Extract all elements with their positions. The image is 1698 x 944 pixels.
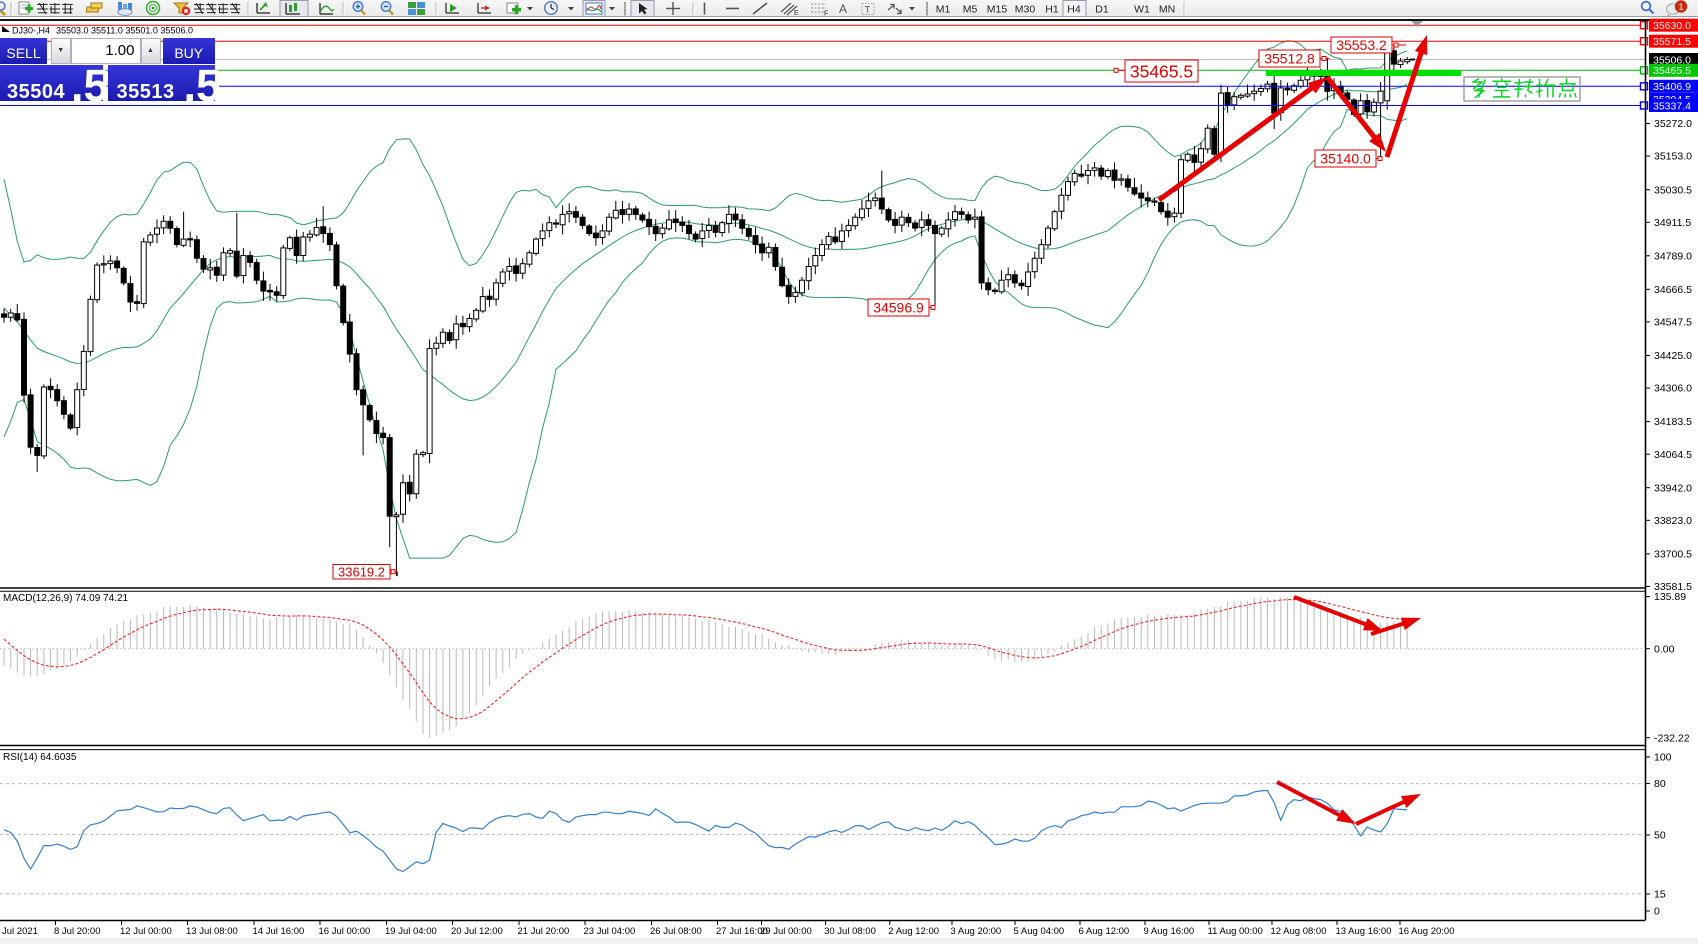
svg-text:34666.5: 34666.5 <box>1654 284 1692 296</box>
svg-text:M5: M5 <box>963 4 978 16</box>
svg-text:DJ30-,H4: DJ30-,H4 <box>12 26 50 36</box>
svg-text:H4: H4 <box>1067 4 1081 16</box>
svg-text:2 Aug 12:00: 2 Aug 12:00 <box>888 926 939 937</box>
svg-text:M30: M30 <box>1015 4 1036 16</box>
svg-text:16 Aug 20:00: 16 Aug 20:00 <box>1399 926 1455 937</box>
svg-text:35140.0: 35140.0 <box>1320 151 1371 167</box>
svg-text:19 Jul 04:00: 19 Jul 04:00 <box>385 926 437 937</box>
svg-text:23 Jul 04:00: 23 Jul 04:00 <box>584 926 636 937</box>
svg-text:8 Jul 20:00: 8 Jul 20:00 <box>54 926 100 937</box>
svg-text:RSI(14) 64.6035: RSI(14) 64.6035 <box>3 752 77 763</box>
svg-text:27 Jul 16:00: 27 Jul 16:00 <box>716 926 768 937</box>
svg-text:34183.5: 34183.5 <box>1654 416 1692 428</box>
svg-text:35506.0: 35506.0 <box>1653 54 1691 66</box>
svg-text:F: F <box>824 11 828 18</box>
svg-text:35503.0 35511.0 35501.0 35506.: 35503.0 35511.0 35501.0 35506.0 <box>56 26 193 36</box>
svg-text:33942.0: 33942.0 <box>1654 482 1692 494</box>
svg-text:11 Aug 00:00: 11 Aug 00:00 <box>1208 926 1263 937</box>
svg-text:MACD(12,26,9) 74.09 74.21: MACD(12,26,9) 74.09 74.21 <box>3 593 129 604</box>
svg-text:35394.5: 35394.5 <box>1653 94 1691 106</box>
svg-text:29 Jul 00:00: 29 Jul 00:00 <box>760 926 812 937</box>
svg-text:34789.0: 34789.0 <box>1654 250 1692 262</box>
svg-text:33700.5: 33700.5 <box>1654 549 1692 561</box>
svg-text:H1: H1 <box>1045 4 1059 16</box>
svg-text:35272.0: 35272.0 <box>1654 118 1692 130</box>
svg-text:12 Aug 08:00: 12 Aug 08:00 <box>1271 926 1327 937</box>
svg-text:D1: D1 <box>1095 4 1109 16</box>
svg-text:15: 15 <box>1654 889 1666 901</box>
svg-text:26 Jul 08:00: 26 Jul 08:00 <box>650 926 702 937</box>
svg-text:35630.0: 35630.0 <box>1653 20 1691 32</box>
svg-text:MN: MN <box>1159 4 1175 16</box>
svg-text:35030.5: 35030.5 <box>1654 184 1692 196</box>
svg-text:0.00: 0.00 <box>1654 643 1675 655</box>
svg-text:6 Aug 12:00: 6 Aug 12:00 <box>1079 926 1130 937</box>
svg-text:35337.4: 35337.4 <box>1653 100 1691 112</box>
svg-text:30 Jul 08:00: 30 Jul 08:00 <box>824 926 876 937</box>
svg-text:33619.2: 33619.2 <box>338 564 385 579</box>
svg-text:0: 0 <box>1654 906 1660 918</box>
svg-text:3 Aug 20:00: 3 Aug 20:00 <box>951 926 1002 937</box>
svg-text:14 Jul 16:00: 14 Jul 16:00 <box>253 926 305 937</box>
svg-text:E: E <box>794 10 799 17</box>
svg-text:13 Jul 08:00: 13 Jul 08:00 <box>186 926 238 937</box>
svg-text:35465.5: 35465.5 <box>1653 65 1691 77</box>
svg-text:9 Aug 16:00: 9 Aug 16:00 <box>1144 926 1195 937</box>
svg-text:34596.9: 34596.9 <box>873 300 924 316</box>
svg-text:34425.0: 34425.0 <box>1654 350 1692 362</box>
svg-text:33581.5: 33581.5 <box>1654 581 1692 593</box>
svg-text:21 Jul 20:00: 21 Jul 20:00 <box>518 926 570 937</box>
svg-text:50: 50 <box>1654 830 1666 842</box>
svg-text:M1: M1 <box>936 4 951 16</box>
svg-text:135.89: 135.89 <box>1654 591 1686 603</box>
svg-text:A: A <box>839 2 847 16</box>
svg-text:35465.5: 35465.5 <box>1130 61 1193 81</box>
svg-text:35553.2: 35553.2 <box>1336 37 1387 53</box>
svg-text:35512.8: 35512.8 <box>1264 51 1315 67</box>
svg-text:35406.9: 35406.9 <box>1653 81 1691 93</box>
svg-text:33823.0: 33823.0 <box>1654 515 1692 527</box>
svg-text:34547.5: 34547.5 <box>1654 317 1692 329</box>
svg-text:1: 1 <box>1678 2 1683 13</box>
svg-text:-232.22: -232.22 <box>1654 732 1690 744</box>
svg-text:W1: W1 <box>1134 4 1150 16</box>
svg-text:80: 80 <box>1654 778 1666 790</box>
svg-text:20 Jul 12:00: 20 Jul 12:00 <box>451 926 503 937</box>
svg-text:5 Aug 04:00: 5 Aug 04:00 <box>1014 926 1065 937</box>
svg-text:34911.5: 34911.5 <box>1654 217 1691 229</box>
svg-text:35571.5: 35571.5 <box>1653 36 1691 48</box>
svg-text:M15: M15 <box>987 4 1008 16</box>
svg-text:34064.5: 34064.5 <box>1654 449 1692 461</box>
svg-text:35153.0: 35153.0 <box>1654 151 1692 163</box>
svg-text:12 Jul 00:00: 12 Jul 00:00 <box>120 926 172 937</box>
svg-text:Jul 2021: Jul 2021 <box>2 926 38 937</box>
svg-text:13 Aug 16:00: 13 Aug 16:00 <box>1336 926 1392 937</box>
svg-text:T: T <box>865 5 871 16</box>
svg-text:34306.0: 34306.0 <box>1654 383 1692 395</box>
svg-text:16 Jul 00:00: 16 Jul 00:00 <box>319 926 371 937</box>
svg-text:100: 100 <box>1654 752 1672 764</box>
